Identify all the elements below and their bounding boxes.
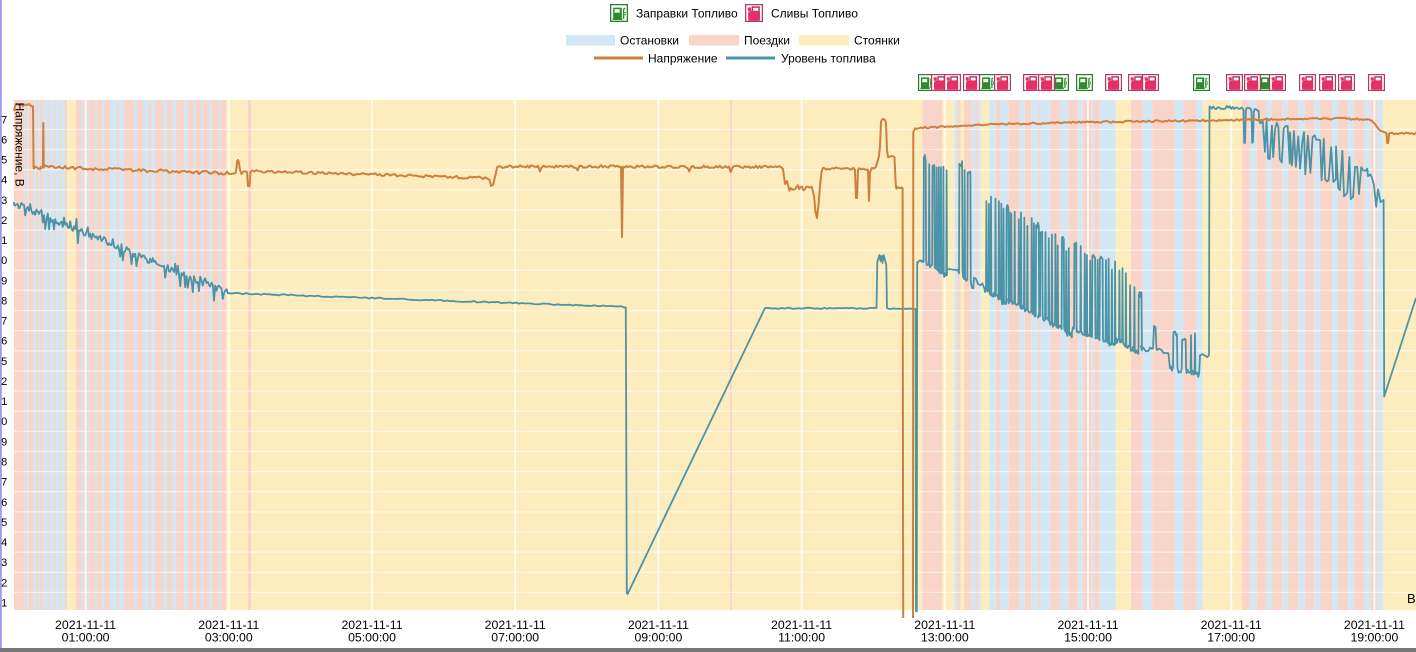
svg-text:6: 6 bbox=[1, 497, 7, 509]
svg-text:3: 3 bbox=[1, 557, 7, 569]
svg-text:5: 5 bbox=[1, 517, 7, 529]
svg-text:Стоянки: Стоянки bbox=[854, 34, 900, 48]
svg-text:1: 1 bbox=[1, 597, 7, 609]
svg-text:3: 3 bbox=[1, 195, 7, 207]
svg-text:05:00:00: 05:00:00 bbox=[348, 631, 396, 645]
svg-text:13:00:00: 13:00:00 bbox=[921, 631, 969, 645]
svg-text:Заправки Топливо: Заправки Топливо bbox=[636, 6, 738, 20]
svg-text:2021-11-11: 2021-11-11 bbox=[628, 618, 689, 632]
svg-text:9: 9 bbox=[1, 436, 7, 448]
svg-text:11:00:00: 11:00:00 bbox=[778, 631, 825, 645]
svg-text:07:00:00: 07:00:00 bbox=[491, 631, 539, 645]
svg-text:Напряжение, В: Напряжение, В bbox=[13, 103, 27, 187]
svg-text:5: 5 bbox=[1, 356, 7, 368]
svg-text:0: 0 bbox=[1, 416, 7, 428]
svg-text:2021-11-11: 2021-11-11 bbox=[198, 618, 259, 632]
svg-text:8: 8 bbox=[1, 296, 7, 308]
svg-text:6: 6 bbox=[1, 336, 7, 348]
svg-text:03:00:00: 03:00:00 bbox=[205, 631, 253, 645]
svg-text:01:00:00: 01:00:00 bbox=[62, 631, 110, 645]
svg-text:2: 2 bbox=[1, 577, 7, 589]
svg-text:19:00:00: 19:00:00 bbox=[1350, 631, 1398, 645]
svg-text:4: 4 bbox=[1, 175, 7, 187]
svg-text:2021-11-11: 2021-11-11 bbox=[485, 618, 546, 632]
svg-text:8: 8 bbox=[1, 457, 7, 469]
svg-text:2021-11-11: 2021-11-11 bbox=[341, 618, 402, 632]
svg-text:2021-11-11: 2021-11-11 bbox=[1201, 618, 1262, 632]
svg-text:2: 2 bbox=[1, 376, 7, 388]
svg-text:Поездки: Поездки bbox=[744, 34, 790, 48]
svg-text:7: 7 bbox=[1, 114, 7, 126]
svg-text:1: 1 bbox=[1, 396, 7, 408]
svg-text:0: 0 bbox=[1, 255, 7, 267]
svg-text:09:00:00: 09:00:00 bbox=[634, 631, 682, 645]
svg-text:1: 1 bbox=[1, 235, 7, 247]
svg-text:4: 4 bbox=[1, 537, 7, 549]
svg-text:15:00:00: 15:00:00 bbox=[1064, 631, 1112, 645]
svg-text:2021-11-11: 2021-11-11 bbox=[914, 618, 975, 632]
svg-text:2021-11-11: 2021-11-11 bbox=[1344, 618, 1405, 632]
svg-text:Уровень топлива: Уровень топлива bbox=[781, 52, 876, 66]
svg-text:Время: Время bbox=[1407, 591, 1416, 606]
svg-text:5: 5 bbox=[1, 155, 7, 167]
svg-text:9: 9 bbox=[1, 275, 7, 287]
svg-text:17:00:00: 17:00:00 bbox=[1207, 631, 1255, 645]
svg-text:Напряжение: Напряжение bbox=[648, 52, 718, 66]
svg-text:2021-11-11: 2021-11-11 bbox=[1057, 618, 1118, 632]
svg-text:Сливы Топливо: Сливы Топливо bbox=[771, 6, 858, 20]
svg-text:6: 6 bbox=[1, 134, 7, 146]
svg-text:2: 2 bbox=[1, 215, 7, 227]
svg-text:2021-11-11: 2021-11-11 bbox=[55, 618, 116, 632]
svg-text:7: 7 bbox=[1, 477, 7, 489]
svg-text:7: 7 bbox=[1, 316, 7, 328]
svg-text:Остановки: Остановки bbox=[620, 34, 679, 48]
svg-text:2021-11-11: 2021-11-11 bbox=[771, 618, 832, 632]
